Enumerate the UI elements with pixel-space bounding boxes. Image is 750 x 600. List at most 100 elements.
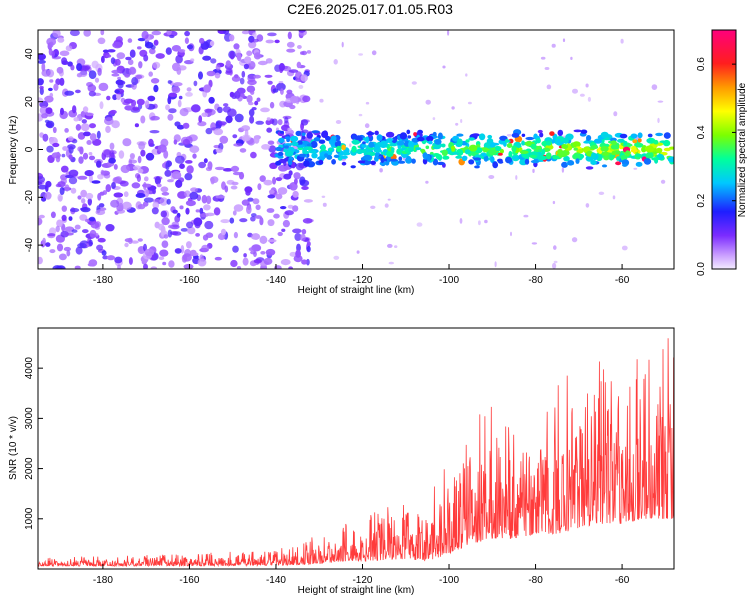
colorbar-frame <box>711 29 737 270</box>
spectrogram-band-mark <box>407 146 414 152</box>
spectrogram-band-mark <box>473 157 482 161</box>
spectrogram-noise-mark <box>75 124 82 131</box>
spectrogram-sparse-mark <box>416 222 423 227</box>
spectrogram-y-tick-label: 20 <box>24 96 35 108</box>
spectrogram-noise-mark <box>234 113 244 123</box>
snr-frame <box>37 327 675 570</box>
spectrogram-noise-mark <box>143 197 154 203</box>
spectrogram-band-mark <box>611 150 617 156</box>
spectrogram-y-tick-label: 0 <box>24 146 35 152</box>
spectrogram-noise-mark <box>267 219 275 227</box>
spectrogram-noise-mark <box>89 229 97 239</box>
spectrogram-noise-mark <box>100 30 105 36</box>
spectrogram-noise-mark <box>109 109 117 115</box>
spectrogram-noise-mark <box>209 40 215 47</box>
spectrogram-sparse-mark <box>358 53 363 56</box>
spectrogram-noise-mark <box>227 108 237 117</box>
spectrogram-noise-mark <box>186 241 192 249</box>
spectrogram-band-mark <box>461 155 468 161</box>
spectrogram-noise-mark <box>101 55 105 64</box>
spectrogram-noise-mark <box>61 153 66 158</box>
chart-title: C2E6.2025.017.01.05.R03 <box>287 1 453 17</box>
spectrogram-noise-mark <box>166 198 171 205</box>
spectrogram-noise-mark <box>167 229 173 238</box>
spectrogram-noise-mark <box>56 265 66 269</box>
spectrogram-band-mark <box>549 131 555 137</box>
spectrogram-noise-mark <box>161 240 169 248</box>
spectrogram-noise-mark <box>301 228 307 235</box>
spectrogram-noise-mark <box>179 108 189 117</box>
spectrogram-band-mark <box>519 150 529 154</box>
spectrogram-noise-mark <box>167 96 172 105</box>
spectrogram-noise-mark <box>116 52 126 60</box>
spectrogram-noise-mark <box>224 185 229 193</box>
spectrogram-noise-mark <box>252 198 260 205</box>
spectrogram-sparse-mark <box>523 214 529 218</box>
colorbar: 0.0 0.2 0.4 0.6 Normalized spectral amplitu… <box>696 29 748 276</box>
spectrogram-x-tick-label: -80 <box>528 275 543 286</box>
spectrogram-band-mark <box>360 148 367 153</box>
spectrogram-band-mark <box>546 140 552 146</box>
spectrogram-noise-mark <box>70 64 75 71</box>
spectrogram-noise-mark <box>42 237 46 246</box>
spectrogram-noise-mark <box>239 77 245 85</box>
spectrogram-noise-mark <box>137 155 142 164</box>
spectrogram-noise-mark <box>61 60 69 65</box>
snr-x-tick-label: -120 <box>352 575 372 586</box>
spectrogram-sparse-mark <box>579 93 585 97</box>
spectrogram-noise-mark <box>277 187 288 195</box>
spectrogram-noise-mark <box>231 75 241 82</box>
spectrogram-noise-mark <box>41 113 48 119</box>
spectrogram-noise-mark <box>204 108 213 113</box>
spectrogram-noise-mark <box>173 139 178 145</box>
spectrogram-noise-mark <box>195 209 200 213</box>
colorbar-tick-label: 0.6 <box>696 57 707 71</box>
spectrogram-noise-mark <box>187 226 196 235</box>
spectrogram-noise-mark <box>128 159 138 164</box>
spectrogram-sparse-mark <box>467 101 472 105</box>
spectrogram-noise-mark <box>160 210 167 218</box>
spectrogram-band-mark <box>580 129 588 134</box>
spectrogram-band-mark <box>380 151 386 155</box>
spectrogram-noise-mark <box>255 120 264 125</box>
spectrogram-noise-mark <box>192 153 197 159</box>
spectrogram-band-mark <box>306 132 314 139</box>
spectrogram-noise-mark <box>39 106 49 115</box>
spectrogram-noise-mark <box>250 216 256 222</box>
spectrogram-sparse-mark <box>651 84 658 90</box>
spectrogram-noise-mark <box>267 140 275 145</box>
spectrogram-x-ticks: -180 -160 -140 -120 -100 -80 -60 <box>93 264 630 286</box>
spectrogram-band-mark <box>559 150 568 157</box>
spectrogram-sparse-mark <box>585 203 590 208</box>
spectrogram-noise-mark <box>266 117 271 121</box>
spectrogram-noise-mark <box>94 77 100 83</box>
spectrogram-noise-mark <box>38 176 46 183</box>
spectrogram-band-mark <box>481 153 487 157</box>
spectrogram-noise-mark <box>137 46 142 50</box>
spectrogram-band-mark <box>617 138 625 143</box>
spectrogram-noise-mark <box>102 255 109 260</box>
spectrogram-noise-mark <box>150 266 158 269</box>
spectrogram-band-mark <box>331 159 336 165</box>
spectrogram-band-mark <box>422 152 428 159</box>
spectrogram-sparse-mark <box>571 237 578 243</box>
spectrogram-band-mark <box>363 154 372 161</box>
spectrogram-noise-mark <box>134 123 139 128</box>
spectrogram-noise-mark <box>193 80 198 87</box>
spectrogram-sparse-mark <box>621 245 628 251</box>
spectrogram-noise-mark <box>230 259 238 268</box>
spectrogram-band-mark <box>620 154 628 161</box>
spectrogram-sparse-mark <box>478 220 481 226</box>
spectrogram-noise-mark <box>210 177 215 185</box>
spectrogram-band-mark <box>397 160 406 164</box>
spectrogram-noise-mark <box>76 63 83 72</box>
spectrogram-sparse-mark <box>442 65 446 69</box>
spectrogram-noise-mark <box>61 205 67 212</box>
spectrogram-noise-mark <box>106 255 116 261</box>
spectrogram-noise-mark <box>251 213 257 217</box>
spectrogram-band-mark <box>303 160 310 167</box>
spectrogram-noise-mark <box>217 106 223 114</box>
spectrogram-noise-mark <box>38 181 43 186</box>
spectrogram-noise-mark <box>241 199 250 206</box>
spectrogram-noise-mark <box>239 93 245 97</box>
